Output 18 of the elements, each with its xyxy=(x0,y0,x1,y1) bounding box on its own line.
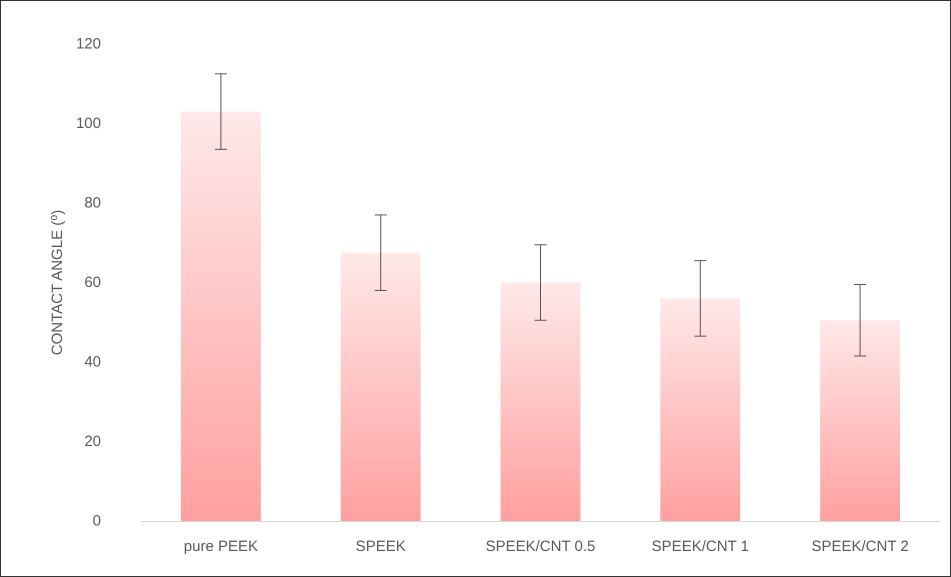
bar xyxy=(500,282,580,521)
bar xyxy=(820,320,900,521)
x-tick-label: pure PEEK xyxy=(184,538,258,555)
x-tick-label: SPEEK xyxy=(356,538,406,555)
y-axis-title: CONTACT ANGLE (⁰) xyxy=(49,210,66,356)
x-tick-label: SPEEK/CNT 0.5 xyxy=(486,538,596,555)
y-tick-label: 0 xyxy=(92,512,101,530)
y-tick-label: 80 xyxy=(84,194,101,212)
bar xyxy=(180,112,261,521)
bar xyxy=(660,298,740,521)
x-tick-label: SPEEK/CNT 1 xyxy=(652,538,749,555)
y-tick-label: 60 xyxy=(84,274,101,291)
y-tick-label: 100 xyxy=(76,115,101,132)
y-tick-label: 20 xyxy=(84,433,101,450)
x-tick-label: SPEEK/CNT 2 xyxy=(811,538,909,555)
bar xyxy=(340,252,421,521)
y-tick-label: 120 xyxy=(76,36,101,52)
y-tick-label: 40 xyxy=(84,354,101,370)
